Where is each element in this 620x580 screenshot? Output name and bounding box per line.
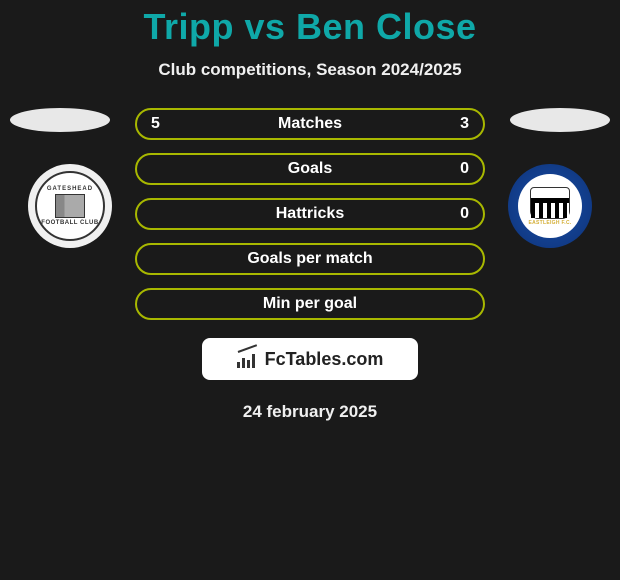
comparison-panel: GATESHEAD FOOTBALL CLUB EASTLEIGH F.C. 5… [0,108,620,422]
club-badge-right: EASTLEIGH F.C. [508,164,592,248]
stat-row-min-per-goal: Min per goal [135,288,485,320]
date-label: 24 february 2025 [0,402,620,422]
player-photo-right [510,108,610,132]
gateshead-crest: GATESHEAD FOOTBALL CLUB [35,171,105,241]
page-title: Tripp vs Ben Close [0,0,620,48]
stat-row-goals-per-match: Goals per match [135,243,485,275]
stat-label: Min per goal [191,295,429,313]
crest-text-bottom: FOOTBALL CLUB [41,220,98,226]
stat-label: Hattricks [191,205,429,223]
stat-label: Goals [191,160,429,178]
crest-icon [55,194,85,218]
crest-text: EASTLEIGH F.C. [528,220,571,226]
player-photo-left [10,108,110,132]
stat-left-value: 5 [151,115,191,133]
logo-text: FcTables.com [265,349,384,370]
stat-right-value: 3 [429,115,469,133]
crest-text-top: GATESHEAD [47,186,93,192]
fctables-logo[interactable]: FcTables.com [202,338,418,380]
stat-right-value: 0 [429,205,469,223]
stat-label: Goals per match [191,250,429,268]
stat-row-hattricks: Hattricks 0 [135,198,485,230]
subtitle: Club competitions, Season 2024/2025 [0,60,620,80]
stat-label: Matches [191,115,429,133]
stat-row-matches: 5 Matches 3 [135,108,485,140]
stats-table: 5 Matches 3 Goals 0 Hattricks 0 Goals pe… [135,108,485,320]
stat-row-goals: Goals 0 [135,153,485,185]
crest-shield-icon [530,187,570,219]
club-badge-left: GATESHEAD FOOTBALL CLUB [28,164,112,248]
eastleigh-crest: EASTLEIGH F.C. [518,174,582,238]
stat-right-value: 0 [429,160,469,178]
chart-icon [237,350,259,368]
